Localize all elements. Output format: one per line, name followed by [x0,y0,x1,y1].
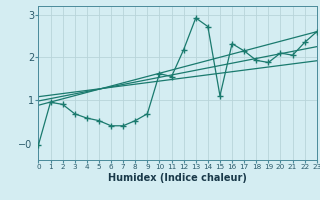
X-axis label: Humidex (Indice chaleur): Humidex (Indice chaleur) [108,173,247,183]
Text: −0: −0 [18,140,32,150]
